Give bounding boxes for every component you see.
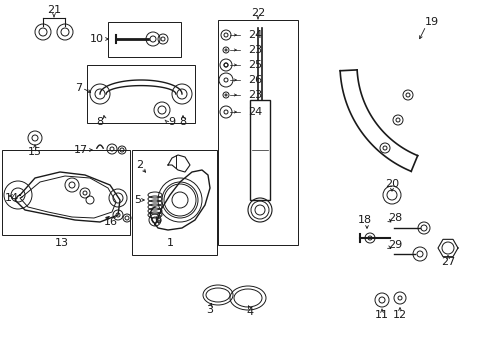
Text: 6: 6 xyxy=(154,215,161,225)
Text: 23: 23 xyxy=(247,90,262,100)
Text: 18: 18 xyxy=(357,215,371,225)
Text: 2: 2 xyxy=(136,160,143,170)
Text: 24: 24 xyxy=(247,107,262,117)
Text: 7: 7 xyxy=(75,83,82,93)
Text: 23: 23 xyxy=(247,45,262,55)
Text: 12: 12 xyxy=(392,310,406,320)
Text: 17: 17 xyxy=(74,145,88,155)
Text: 1: 1 xyxy=(166,238,173,248)
Text: 22: 22 xyxy=(250,8,264,18)
Text: 21: 21 xyxy=(47,5,61,15)
Text: 29: 29 xyxy=(387,240,402,250)
Text: 24: 24 xyxy=(247,30,262,40)
Text: 20: 20 xyxy=(384,179,398,189)
Bar xyxy=(108,22,181,57)
Text: 19: 19 xyxy=(424,17,438,27)
Text: 14: 14 xyxy=(5,193,19,203)
Text: 13: 13 xyxy=(55,238,69,248)
Text: 8: 8 xyxy=(96,117,103,127)
Text: 15: 15 xyxy=(28,147,42,157)
Text: 9: 9 xyxy=(168,117,175,127)
Bar xyxy=(87,65,195,123)
Text: 5: 5 xyxy=(134,195,141,205)
Text: 16: 16 xyxy=(104,217,118,227)
Text: 10: 10 xyxy=(90,34,104,44)
Bar xyxy=(249,100,269,200)
Text: 25: 25 xyxy=(247,60,262,70)
Bar xyxy=(132,150,217,255)
Bar xyxy=(2,150,130,235)
Text: 26: 26 xyxy=(247,75,262,85)
Text: 3: 3 xyxy=(206,305,213,315)
Text: 8: 8 xyxy=(179,117,186,127)
Text: 4: 4 xyxy=(246,307,253,317)
Text: 27: 27 xyxy=(440,257,454,267)
Text: 11: 11 xyxy=(374,310,388,320)
Bar xyxy=(218,20,297,245)
Text: 28: 28 xyxy=(387,213,402,223)
